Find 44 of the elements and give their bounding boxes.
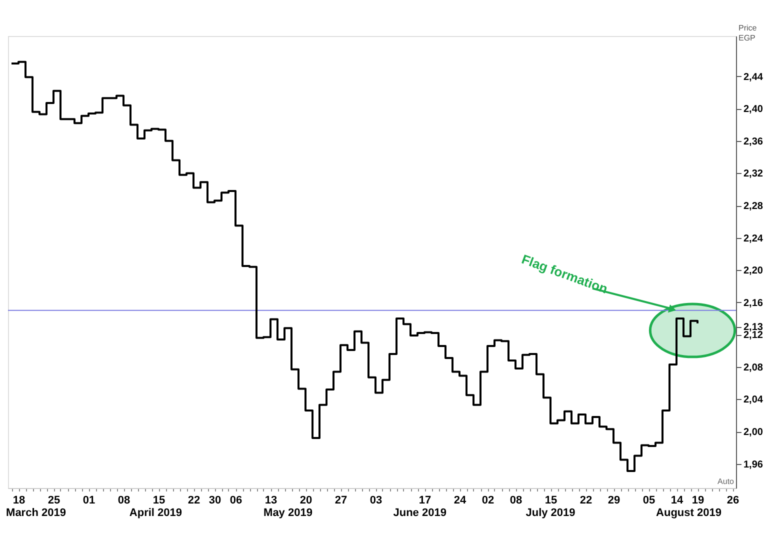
x-tick-label: 26 <box>726 494 740 506</box>
text: June 2019 <box>393 507 446 519</box>
x-tick-label: 15 <box>152 494 166 506</box>
y-tick-label: 2,40 <box>744 104 764 116</box>
x-tick-label: 15 <box>544 494 558 506</box>
x-tick-label: 08 <box>510 494 522 506</box>
x-tick-label: 13 <box>264 494 278 506</box>
y-tick-label: 2,16 <box>744 298 764 309</box>
y-tick-label: 2,24 <box>744 233 764 244</box>
text: May 2019 <box>264 507 312 519</box>
x-tick-label: 01 <box>82 494 96 506</box>
x-tick-label: 22 <box>580 494 592 506</box>
x-tick-label: 30 <box>208 494 222 506</box>
annotation: Auto <box>718 477 735 486</box>
x-tick-label: 06 <box>230 494 242 506</box>
x-tick-label: 29 <box>608 494 620 506</box>
y-tick-label: 2,12 <box>744 330 764 342</box>
y-tick-label: 2,00 <box>744 427 764 438</box>
x-tick-label: 08 <box>118 494 130 506</box>
y-tick-label: 2,32 <box>744 168 764 180</box>
x-tick-label: 03 <box>370 494 382 506</box>
y-axis-title: Price EGP <box>738 24 758 42</box>
x-tick-label: 14 <box>670 494 684 506</box>
y-tick-label: 2,28 <box>744 201 764 212</box>
x-tick-label: 05 <box>642 494 656 506</box>
x-tick-label: 25 <box>48 494 60 506</box>
x-tick-label: 19 <box>692 494 704 506</box>
y-tick-label: 1,96 <box>744 459 764 470</box>
text: March 2019 <box>6 507 66 519</box>
x-tick-label: 20 <box>300 494 312 506</box>
text: April 2019 <box>129 507 182 519</box>
y-tick-label: 2,44 <box>744 72 764 83</box>
x-tick-label: 18 <box>12 494 26 506</box>
text: July 2019 <box>526 507 576 519</box>
x-tick-label: 22 <box>188 494 200 506</box>
x-tick-label: 27 <box>334 494 348 506</box>
x-tick-label: 17 <box>418 494 432 506</box>
x-tick-label: 02 <box>482 494 494 506</box>
y-tick-label: 2,08 <box>744 362 764 374</box>
y-tick-label: 2,36 <box>744 136 764 148</box>
y-tick-label: 2,20 <box>744 266 764 277</box>
x-tick-label: 24 <box>454 494 467 506</box>
y-tick-label: 2,04 <box>744 394 764 406</box>
text: August 2019 <box>656 507 722 519</box>
